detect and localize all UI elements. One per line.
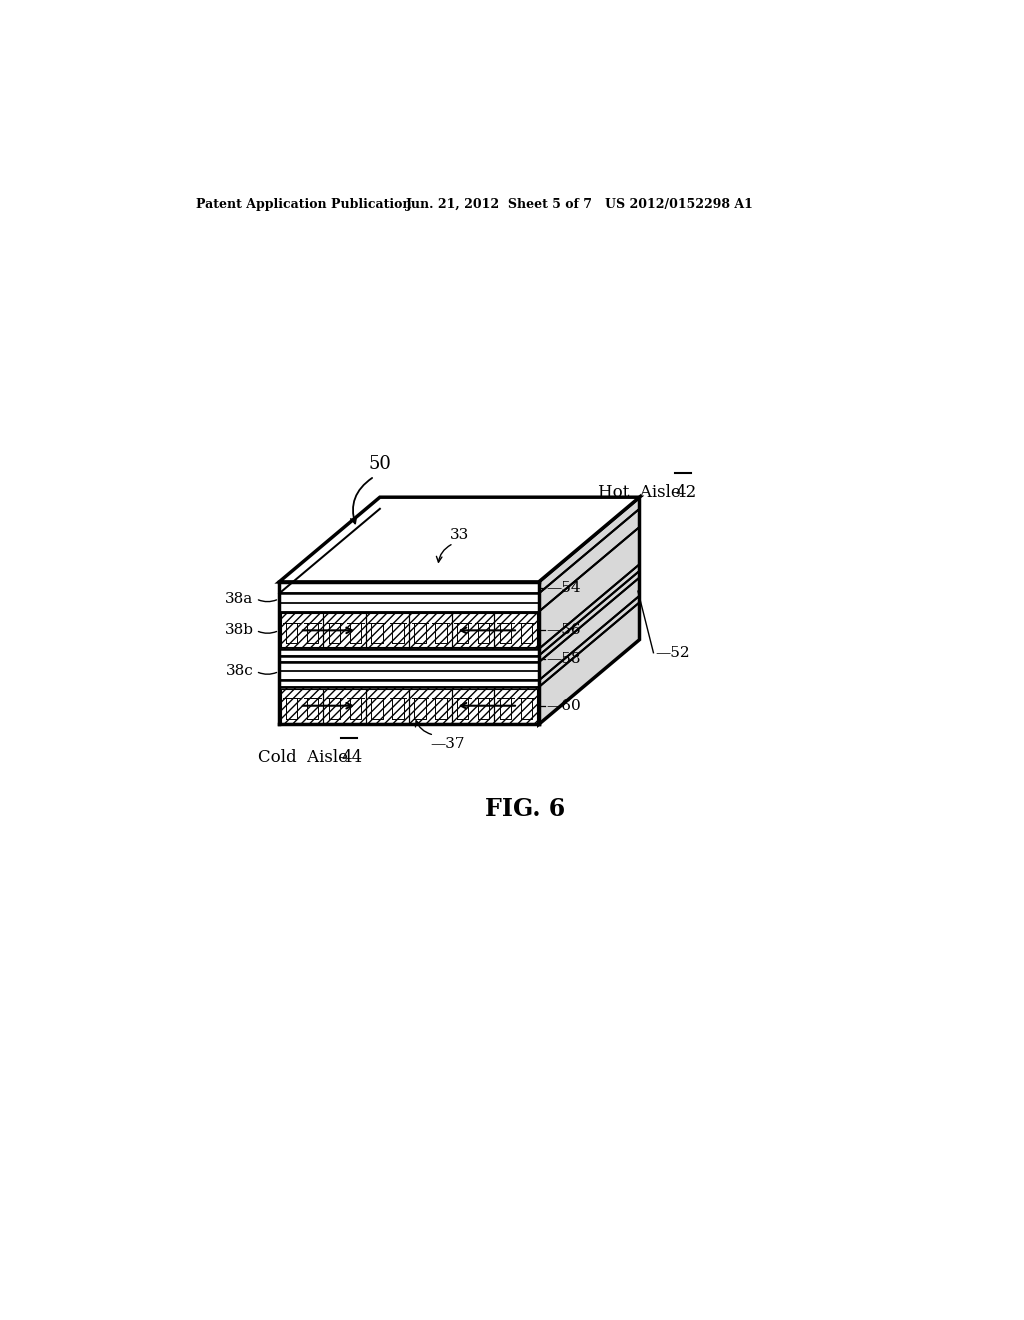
Bar	[280, 649, 539, 656]
Bar	[280, 656, 539, 663]
Text: —37: —37	[430, 738, 465, 751]
Polygon shape	[539, 498, 640, 725]
Text: US 2012/0152298 A1: US 2012/0152298 A1	[604, 198, 753, 211]
Bar	[280, 582, 539, 594]
Text: —60: —60	[547, 698, 582, 713]
Text: 38a: 38a	[225, 591, 254, 606]
Text: 38b: 38b	[224, 623, 254, 638]
Text: Patent Application Publication: Patent Application Publication	[197, 198, 412, 211]
Text: —58: —58	[547, 652, 581, 665]
Polygon shape	[280, 498, 640, 582]
Text: 50: 50	[369, 454, 391, 473]
Bar	[280, 680, 539, 688]
Bar	[280, 688, 539, 725]
Text: 38c: 38c	[226, 664, 254, 678]
Bar	[280, 663, 539, 680]
Text: —52: —52	[655, 645, 689, 660]
Text: Jun. 21, 2012  Sheet 5 of 7: Jun. 21, 2012 Sheet 5 of 7	[406, 198, 593, 211]
Text: Hot  Aisle: Hot Aisle	[598, 484, 686, 502]
Polygon shape	[280, 582, 539, 725]
Bar	[280, 594, 539, 611]
Text: FIG. 6: FIG. 6	[484, 797, 565, 821]
Text: 44: 44	[341, 748, 362, 766]
Text: —56: —56	[547, 623, 582, 638]
Text: 33: 33	[450, 528, 469, 543]
Text: Cold  Aisle: Cold Aisle	[258, 748, 353, 766]
Bar	[280, 611, 539, 649]
Text: 42: 42	[675, 484, 696, 502]
Text: —54: —54	[547, 581, 582, 595]
